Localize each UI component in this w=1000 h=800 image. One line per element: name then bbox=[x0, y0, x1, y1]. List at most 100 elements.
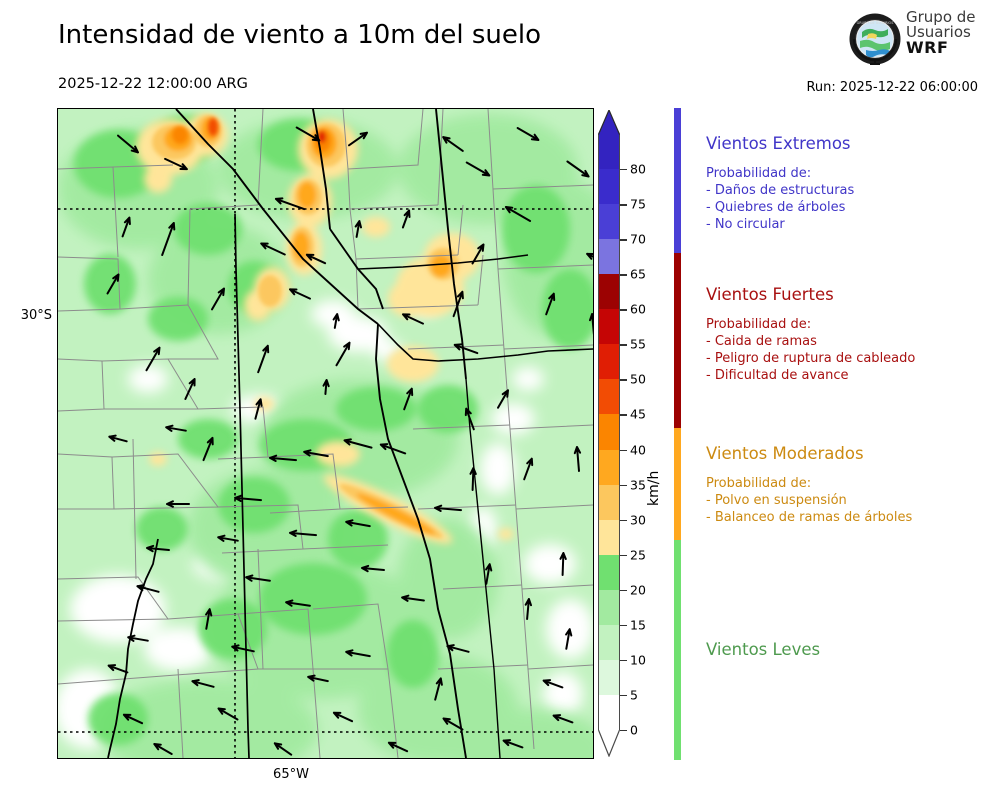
colorbar-tick-label-10: 10 bbox=[630, 652, 646, 668]
wind-arrow-20 bbox=[184, 378, 196, 400]
wind-arrow-52 bbox=[231, 644, 255, 653]
wind-arrow-19 bbox=[145, 346, 161, 372]
wind-arrow-54 bbox=[446, 644, 470, 653]
wind-arrow-46 bbox=[559, 552, 567, 576]
legend-category-0[interactable]: Vientos Extremos Probabilidad de: - Daños … bbox=[706, 134, 996, 234]
colorbar-tick-50 bbox=[620, 379, 627, 381]
wind-arrow-49 bbox=[401, 594, 425, 602]
globe-emblem-icon: GRUPO DE USUARIOS bbox=[849, 13, 901, 65]
wind-arrow-44 bbox=[361, 564, 385, 573]
field-band-40-55 bbox=[172, 118, 331, 152]
colorbar-tick-15 bbox=[620, 624, 627, 627]
colorbar-tick-label-15: 15 bbox=[630, 617, 646, 633]
wind-arrow-38 bbox=[217, 534, 239, 542]
colorbar-band-65-70 bbox=[598, 239, 620, 275]
legend-category-1-line-1: - Caida de ramas bbox=[706, 334, 817, 350]
wind-arrow-69 bbox=[502, 739, 524, 749]
wind-arrow-66 bbox=[153, 743, 173, 755]
legend-category-0-line-0: Probabilidad de: bbox=[706, 166, 812, 181]
wind-arrow-24 bbox=[464, 407, 475, 431]
colorbar-tick-label-45: 45 bbox=[630, 406, 646, 422]
wind-arrow-53 bbox=[345, 649, 371, 658]
colorbar-max-arrow-outline bbox=[598, 110, 620, 135]
wind-arrow-40 bbox=[345, 519, 371, 528]
colorbar-band-55-60 bbox=[598, 309, 620, 345]
legend-category-1[interactable]: Vientos Fuertes Probabilidad de: - Caida d… bbox=[706, 285, 996, 385]
wind-arrow-65 bbox=[552, 714, 574, 724]
wind-arrow-58 bbox=[307, 674, 329, 683]
lat-tick-label-0: 30°S bbox=[20, 308, 52, 323]
wind-speed-map[interactable] bbox=[57, 108, 594, 759]
logo-wordmark: Grupo de Usuarios WRF bbox=[906, 10, 976, 56]
wind-arrow-60 bbox=[542, 679, 564, 689]
colorbar-tick-45 bbox=[620, 414, 627, 416]
colorbar-max-arrow bbox=[598, 110, 620, 134]
legend-category-2[interactable]: Vientos Moderados Probabilidad de: - Polvo… bbox=[706, 444, 996, 526]
model-run-label: Run: 2025-12-22 06:00:00 bbox=[806, 80, 978, 95]
colorbar-min-arrow-outline bbox=[598, 730, 620, 757]
colorbar-tick-label-30: 30 bbox=[630, 512, 646, 528]
colorbar-band-0-5 bbox=[598, 694, 620, 731]
legend-color-bar-2 bbox=[674, 428, 681, 540]
wind-arrow-41 bbox=[434, 504, 462, 512]
colorbar-unit-label: km/h bbox=[646, 470, 662, 506]
wind-arrow-7 bbox=[442, 136, 464, 152]
colorbar-min-arrow bbox=[598, 730, 620, 756]
colorbar-gradient bbox=[598, 110, 620, 757]
colorbar[interactable]: 0 5 10 15 20 25 30 35 40 45 50 55 60 65 70 75 80 km/h bbox=[598, 108, 668, 768]
wind-arrow-10 bbox=[566, 160, 590, 178]
wind-arrow-55 bbox=[565, 628, 573, 650]
wind-arrow-37 bbox=[146, 544, 170, 553]
wind-arrow-61 bbox=[122, 713, 144, 725]
wind-arrow-26 bbox=[403, 387, 414, 411]
wind-arrow-68 bbox=[387, 741, 409, 753]
colorbar-tick-65 bbox=[620, 274, 627, 276]
wind-arrow-29 bbox=[303, 449, 329, 458]
colorbar-tick-35 bbox=[620, 484, 627, 486]
wind-arrow-36 bbox=[573, 446, 582, 472]
wind-arrow-79 bbox=[108, 434, 128, 443]
colorbar-band-15-20 bbox=[598, 589, 620, 626]
lon-tick-label-0: 65°W bbox=[273, 767, 309, 782]
legend-category-title-1: Vientos Fuertes bbox=[706, 285, 834, 304]
wind-arrow-28 bbox=[254, 398, 263, 420]
wind-arrow-63 bbox=[332, 711, 354, 723]
wind-arrow-33 bbox=[269, 454, 297, 462]
legend-category-0-line-1: - Daños de estructuras bbox=[706, 183, 855, 199]
colorbar-tick-30 bbox=[620, 519, 627, 522]
wind-arrow-77 bbox=[589, 313, 593, 335]
wind-vector-overlay bbox=[106, 126, 593, 756]
wind-arrow-5 bbox=[348, 131, 368, 147]
wind-arrow-32 bbox=[166, 500, 190, 508]
colorbar-tick-label-0: 0 bbox=[630, 722, 638, 738]
wind-arrow-62 bbox=[217, 707, 239, 721]
colorbar-band-35-40 bbox=[598, 449, 620, 486]
legend-category-1-line-2: - Peligro de ruptura de cableado bbox=[706, 351, 916, 367]
colorbar-band-70-75 bbox=[598, 204, 620, 240]
wind-category-legend: Vientos Extremos Probabilidad de: - Daños … bbox=[674, 108, 994, 768]
colorbar-tick-10 bbox=[620, 659, 627, 662]
colorbar-tick-70 bbox=[620, 239, 627, 241]
wind-arrow-6 bbox=[295, 126, 321, 142]
wind-arrow-43 bbox=[245, 574, 271, 582]
wind-arrow-21 bbox=[202, 436, 214, 462]
wind-arrow-64 bbox=[442, 717, 464, 731]
valid-time-label: 2025-12-22 12:00:00 ARG bbox=[58, 76, 248, 92]
wind-arrow-18 bbox=[453, 343, 479, 355]
colorbar-tick-0 bbox=[620, 730, 627, 732]
wind-arrow-8 bbox=[465, 161, 491, 177]
colorbar-tick-label-65: 65 bbox=[630, 266, 646, 282]
legend-category-1-line-0: Probabilidad de: bbox=[706, 317, 812, 332]
colorbar-tick-5 bbox=[620, 694, 627, 697]
colorbar-tick-label-80: 80 bbox=[630, 161, 646, 177]
wind-arrow-27 bbox=[379, 443, 407, 455]
wind-arrow-39 bbox=[289, 529, 317, 537]
colorbar-tick-label-60: 60 bbox=[630, 301, 646, 317]
legend-category-3[interactable]: Vientos Leves bbox=[706, 640, 996, 671]
wind-arrow-71 bbox=[121, 216, 131, 238]
colorbar-band-50-55 bbox=[598, 344, 620, 380]
legend-category-0-line-3: - No circular bbox=[706, 217, 785, 233]
wind-arrow-78 bbox=[165, 424, 187, 432]
wind-arrow-15 bbox=[335, 341, 351, 367]
